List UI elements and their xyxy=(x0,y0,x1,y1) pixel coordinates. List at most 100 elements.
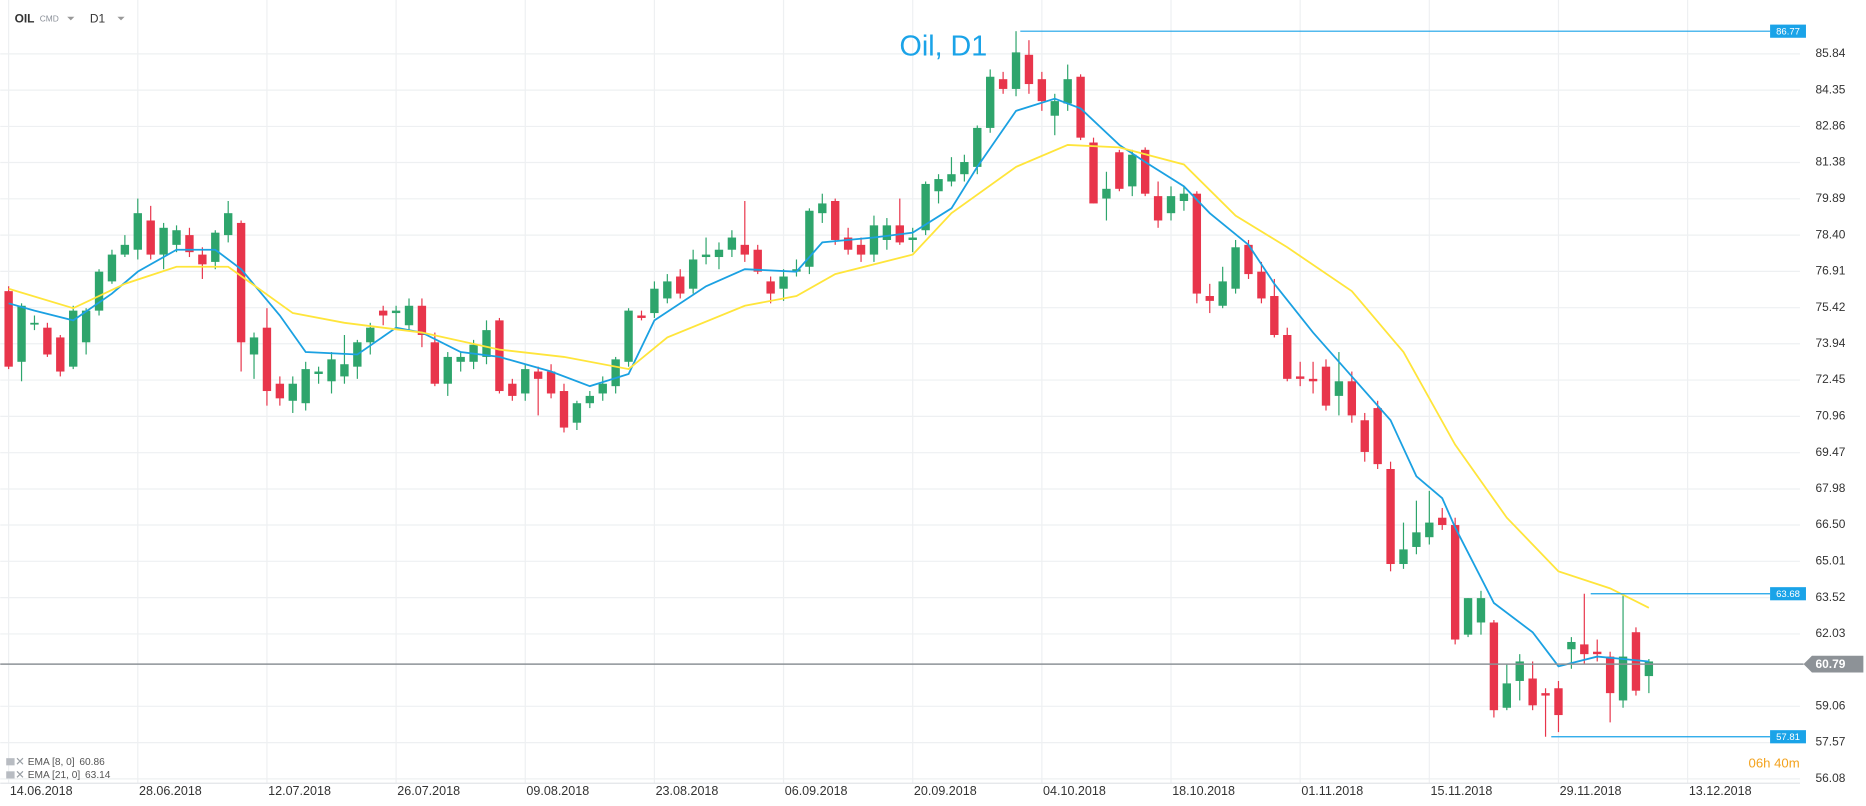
countdown: 06h 40m xyxy=(1749,756,1800,771)
y-tick-label: 66.50 xyxy=(1816,517,1846,531)
candle-body xyxy=(676,276,685,294)
y-tick-label: 76.91 xyxy=(1816,264,1846,278)
x-tick-label: 06.09.2018 xyxy=(785,784,848,798)
candle-body xyxy=(56,337,65,372)
x-tick-label: 18.10.2018 xyxy=(1172,784,1235,798)
candle-body xyxy=(727,237,737,250)
x-tick-label: 15.11.2018 xyxy=(1431,784,1493,798)
candle-body xyxy=(624,310,633,362)
candle-body xyxy=(43,327,52,355)
candle-body xyxy=(1037,79,1047,102)
candle-body xyxy=(107,254,117,282)
candle-body xyxy=(1515,661,1524,681)
candle-body xyxy=(327,359,336,382)
candle-body xyxy=(1076,76,1085,138)
y-tick-label: 72.45 xyxy=(1816,372,1846,386)
candle-body xyxy=(301,369,310,404)
candle-body xyxy=(1425,522,1434,538)
candle-body xyxy=(753,249,762,272)
candle-body xyxy=(1412,532,1421,547)
candle-body xyxy=(701,254,711,258)
x-tick-label: 26.07.2018 xyxy=(397,784,460,798)
interval[interactable]: D1 xyxy=(90,11,106,25)
candle-body xyxy=(1128,154,1137,187)
candle-body xyxy=(275,383,285,399)
x-tick-label: 28.06.2018 xyxy=(139,784,202,798)
candle-body xyxy=(986,76,995,128)
chart-title: Oil, D1 xyxy=(900,30,988,62)
last-price-tag xyxy=(1803,655,1864,673)
x-tick-label: 13.12.2018 xyxy=(1689,784,1752,798)
candle-body xyxy=(714,249,724,258)
y-tick-label: 85.84 xyxy=(1816,46,1846,60)
candle-body xyxy=(495,320,504,392)
candle-body xyxy=(508,383,517,396)
legend-remove[interactable] xyxy=(16,770,24,778)
legend-value: 60.86 xyxy=(79,756,105,767)
grid: 56.08 57.57 59.06 62.03 63.52 65.01 66.50 67.98… xyxy=(0,0,1846,798)
legend-remove[interactable] xyxy=(16,757,24,765)
candle-body xyxy=(611,359,620,387)
level-label: 86.77 xyxy=(1776,26,1800,37)
candle-body xyxy=(1386,468,1395,565)
legend-name: EMA [21, 0] xyxy=(28,770,81,781)
candle-body xyxy=(236,222,246,343)
y-tick-label: 65.01 xyxy=(1816,553,1846,567)
candle-body xyxy=(378,310,388,316)
candle-body xyxy=(443,356,452,384)
y-tick-label: 78.40 xyxy=(1816,227,1846,241)
candle-body xyxy=(585,395,595,404)
candle-body xyxy=(1476,598,1486,623)
candle-body xyxy=(1605,656,1615,694)
candle-body xyxy=(146,220,155,255)
y-tick-label: 79.89 xyxy=(1816,191,1846,205)
y-tick-label: 69.47 xyxy=(1816,445,1846,459)
candle-body xyxy=(1528,678,1537,706)
candle-body xyxy=(288,383,297,401)
candle-body xyxy=(521,369,530,394)
candle-body xyxy=(998,79,1008,89)
candle-body xyxy=(1334,381,1344,396)
candle-body xyxy=(1618,656,1628,701)
y-tick-label: 84.35 xyxy=(1816,82,1846,96)
legend-icon xyxy=(6,771,15,779)
x-tick-label: 20.09.2018 xyxy=(914,784,977,798)
caret[interactable] xyxy=(117,16,125,21)
candle-body xyxy=(779,276,788,289)
candle-body xyxy=(314,371,323,374)
candle-body xyxy=(831,200,840,240)
y-tick-label: 82.86 xyxy=(1816,119,1846,133)
level-label: 57.81 xyxy=(1776,732,1800,743)
candle-body xyxy=(133,213,142,250)
candle-body xyxy=(947,174,956,182)
candle-body xyxy=(1373,408,1382,465)
candle-body xyxy=(404,305,414,326)
legend-value: 63.14 xyxy=(85,770,111,781)
candle-body xyxy=(1153,196,1163,221)
caret[interactable] xyxy=(67,16,75,21)
candle-body xyxy=(973,127,982,167)
candle-body xyxy=(663,281,672,299)
candle-body xyxy=(211,232,220,262)
level-tag xyxy=(1770,730,1806,744)
candle-body xyxy=(482,330,491,357)
candle-body xyxy=(1192,193,1202,294)
candle-body xyxy=(1218,281,1227,306)
candle-body xyxy=(1011,52,1021,89)
candle-body xyxy=(1644,661,1654,677)
candle-body xyxy=(1450,525,1460,640)
candle-body xyxy=(1554,688,1563,716)
y-tick-label: 57.57 xyxy=(1816,735,1846,749)
candle-body xyxy=(1399,549,1408,565)
overlay: EMA [8, 0] 60.86 EMA [21, 0] 63.14 86.77 63.6… xyxy=(0,24,1864,781)
symbol[interactable]: OIL xyxy=(15,11,35,25)
candle-body xyxy=(1166,196,1176,214)
y-tick-label: 59.06 xyxy=(1816,698,1846,712)
candle-body xyxy=(1360,420,1369,452)
candle-body xyxy=(882,225,892,240)
y-tick-label: 70.96 xyxy=(1816,409,1846,423)
candle-body xyxy=(224,213,233,236)
candle-body xyxy=(1308,378,1318,382)
candle-body xyxy=(1347,381,1357,416)
candle-body xyxy=(94,271,104,311)
